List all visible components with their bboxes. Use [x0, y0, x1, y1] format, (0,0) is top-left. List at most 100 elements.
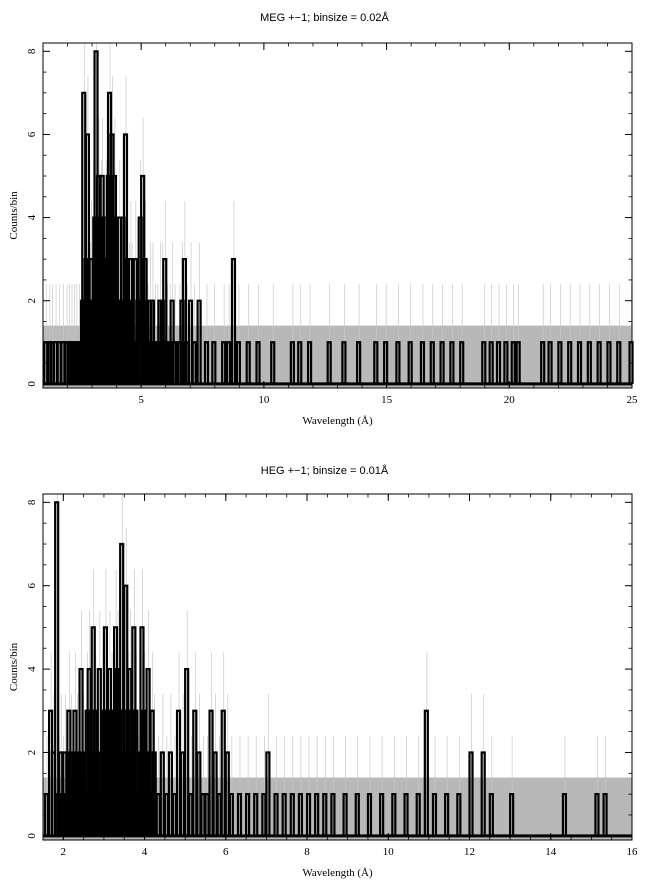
- y-axis-label: Counts/bin: [8, 191, 20, 240]
- histogram-bar: [481, 341, 487, 384]
- histogram-bar: [184, 667, 190, 836]
- histogram-bar: [459, 341, 465, 384]
- y-tick-label: 8: [26, 499, 38, 505]
- histogram-bar: [602, 793, 608, 836]
- x-tick-label: 10: [258, 394, 270, 406]
- histogram-bar: [495, 341, 502, 384]
- histogram-bar: [456, 793, 462, 836]
- histogram-bar: [289, 341, 295, 384]
- histogram-bar: [594, 793, 600, 836]
- histogram-bar: [270, 341, 276, 384]
- x-tick-label: 8: [304, 846, 310, 858]
- histogram-bar: [235, 341, 241, 384]
- histogram-bar: [439, 341, 445, 384]
- histogram-bar: [515, 341, 521, 384]
- histogram-bar: [510, 341, 516, 384]
- histogram-bar: [171, 341, 178, 384]
- y-tick-label: 2: [26, 298, 38, 304]
- histogram-bar: [306, 341, 313, 384]
- histogram-bar: [354, 793, 360, 836]
- y-tick-label: 4: [26, 214, 38, 220]
- histogram-bar: [373, 341, 379, 384]
- histogram-bar: [561, 793, 568, 836]
- histogram-bar: [297, 793, 304, 836]
- histogram-bar: [305, 793, 312, 836]
- histogram-bar: [606, 341, 612, 384]
- histogram-bar: [449, 341, 455, 384]
- x-tick-label: 5: [138, 394, 144, 406]
- x-tick-label: 16: [627, 846, 639, 858]
- histogram-bar: [265, 751, 271, 836]
- histogram-bar: [480, 751, 486, 836]
- histogram-bar: [379, 793, 385, 836]
- x-tick-label: 2: [61, 846, 67, 858]
- histogram-bar: [181, 258, 187, 384]
- histogram-bar: [596, 341, 602, 384]
- y-tick-label: 0: [26, 833, 38, 839]
- y-tick-label: 4: [26, 666, 38, 672]
- x-tick-label: 12: [464, 846, 475, 858]
- histogram-bar: [228, 793, 234, 836]
- histogram-bar: [289, 793, 295, 836]
- y-tick-label: 6: [26, 131, 38, 137]
- histogram-bar: [509, 793, 515, 836]
- x-tick-label: 4: [142, 846, 148, 858]
- x-tick-label: 10: [383, 846, 395, 858]
- chart-2-title: HEG +−1; binsize = 0.01Å: [260, 465, 389, 477]
- x-axis-label: Wavelength (Å): [302, 867, 373, 879]
- x-axis-label: Wavelength (Å): [302, 415, 373, 427]
- histogram-bar: [273, 793, 279, 836]
- histogram-bar: [415, 793, 421, 836]
- x-tick-label: 6: [223, 846, 229, 858]
- y-tick-label: 0: [26, 381, 38, 387]
- x-tick-label: 14: [545, 846, 557, 858]
- histogram-bar: [245, 793, 251, 836]
- histogram-bar: [230, 258, 237, 384]
- histogram-bar: [203, 341, 210, 384]
- meg-chart: 5 10 15 20 25 0 2 4 6 8 Wavelength (Å) Counts/bin: [8, 42, 638, 427]
- histogram-bar: [326, 341, 332, 384]
- histogram-bar: [567, 341, 573, 384]
- histogram-bar: [322, 793, 328, 836]
- y-tick-label: 8: [26, 48, 38, 54]
- histogram-bar: [586, 341, 592, 384]
- histogram-bar: [111, 174, 118, 384]
- histogram-bar: [255, 341, 261, 384]
- histogram-bar: [366, 793, 373, 836]
- histogram-bar: [211, 341, 217, 384]
- histogram-bar: [281, 793, 287, 836]
- histogram-bar: [403, 793, 409, 836]
- histogram-bar: [342, 793, 348, 836]
- histogram-bar: [314, 793, 320, 836]
- histogram-bar: [221, 341, 227, 384]
- histogram-bar: [395, 341, 401, 384]
- histogram-bar: [419, 341, 426, 384]
- histogram-bar: [547, 341, 553, 384]
- heg-chart: 2 4 6 8 10 12 14 16 0 2 4 6 8 Wavelength (Å) Counts/bi…: [8, 493, 639, 879]
- histogram-bar: [341, 341, 347, 384]
- histogram-bar: [54, 501, 60, 836]
- histogram-bar: [225, 341, 232, 384]
- y-tick-label: 6: [26, 582, 38, 588]
- histogram-bar: [444, 793, 450, 836]
- histogram-bar: [383, 341, 389, 384]
- histogram-bar: [468, 751, 474, 836]
- y-axis-label: Counts/bin: [8, 642, 20, 691]
- x-tick-label: 15: [381, 394, 393, 406]
- histogram-bar: [423, 709, 429, 836]
- y-tick-label: 2: [26, 750, 38, 756]
- histogram-bar: [429, 341, 435, 384]
- histogram-bar: [142, 258, 148, 384]
- histogram-bar: [191, 341, 197, 384]
- plot-frame: [42, 493, 633, 841]
- histogram-bar: [557, 341, 563, 384]
- histogram-bar: [488, 793, 494, 836]
- histogram-bar: [576, 341, 583, 384]
- histogram-bar: [253, 793, 259, 836]
- histogram-bar: [431, 793, 438, 836]
- histogram-bar: [330, 793, 336, 836]
- histogram-bar: [391, 793, 397, 836]
- x-tick-label: 20: [504, 394, 516, 406]
- histogram-bar: [297, 341, 303, 384]
